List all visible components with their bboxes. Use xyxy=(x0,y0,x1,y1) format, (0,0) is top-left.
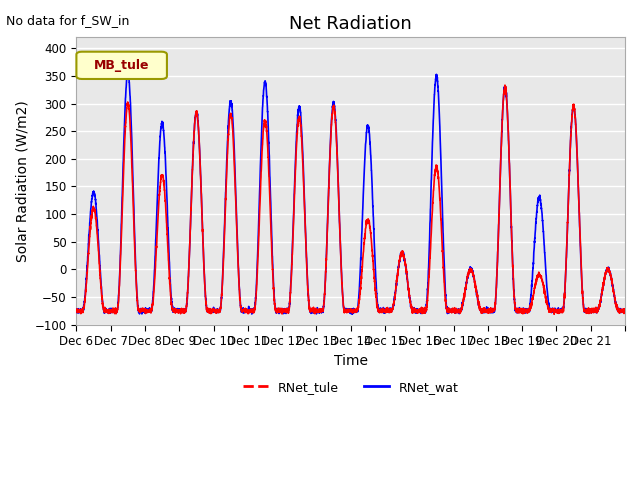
Text: MB_tule: MB_tule xyxy=(94,59,150,72)
Legend: RNet_tule, RNet_wat: RNet_tule, RNet_wat xyxy=(238,376,463,399)
Y-axis label: Solar Radiation (W/m2): Solar Radiation (W/m2) xyxy=(15,100,29,262)
Text: No data for f_SW_in: No data for f_SW_in xyxy=(6,14,130,27)
X-axis label: Time: Time xyxy=(333,354,368,368)
FancyBboxPatch shape xyxy=(76,52,167,79)
Title: Net Radiation: Net Radiation xyxy=(289,15,412,33)
